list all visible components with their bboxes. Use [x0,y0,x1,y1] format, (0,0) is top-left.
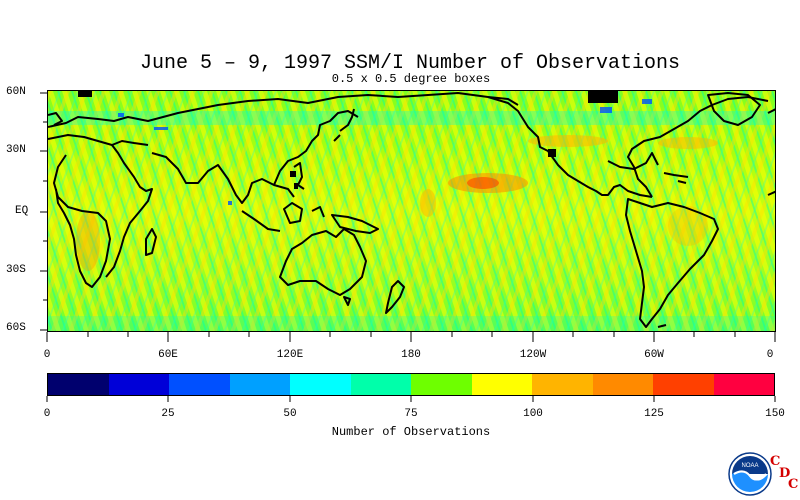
lon-label-0: 0 [43,349,51,361]
lat-label-60s: 60S [6,322,26,334]
map-subtitle: 0.5 x 0.5 degree boxes [331,72,491,86]
colorbar-cell [592,374,653,395]
colorbar-cell [713,374,774,395]
colorbar-cell [411,374,472,395]
colorbar-tick-25: 25 [161,408,175,420]
colorbar-tick-100: 100 [523,408,543,420]
lon-label-60e: 60E [158,349,178,361]
noaa-logo-text: NOAA [741,463,758,469]
colorbar [47,373,775,396]
map-title: June 5 – 9, 1997 SSM/I Number of Observa… [139,52,681,75]
lat-label-eq: EQ [15,205,29,217]
colorbar-cell [229,374,290,395]
map-svg [48,91,775,331]
cdc-letter-1: C [770,454,781,469]
colorbar-tick-150: 150 [765,408,785,420]
colorbar-tick-0: 0 [43,408,51,420]
colorbar-cell [48,374,109,395]
lon-label-120e: 120E [276,349,304,361]
colorbar-cell [471,374,532,395]
lat-label-60n: 60N [6,86,26,98]
observation-map [47,90,776,332]
cdc-letter-3: C [788,477,799,492]
colorbar-title: Number of Observations [331,425,491,439]
lon-label-120w: 120W [519,349,547,361]
lat-label-30s: 30S [6,264,26,276]
colorbar-cell [653,374,714,395]
colorbar-tick-125: 125 [644,408,664,420]
cdc-letter-2: D [779,466,791,481]
colorbar-cell [532,374,593,395]
colorbar-cell [290,374,351,395]
noaa-logo-icon: NOAA [728,452,772,496]
lat-label-30n: 30N [6,144,26,156]
colorbar-tick-50: 50 [283,408,297,420]
colorbar-cell [350,374,411,395]
colorbar-cell [108,374,169,395]
colorbar-tick-75: 75 [404,408,418,420]
colorbar-cell [169,374,230,395]
lon-label-0-east: 0 [766,349,774,361]
lon-label-60w: 60W [644,349,664,361]
lon-label-180: 180 [401,349,421,361]
